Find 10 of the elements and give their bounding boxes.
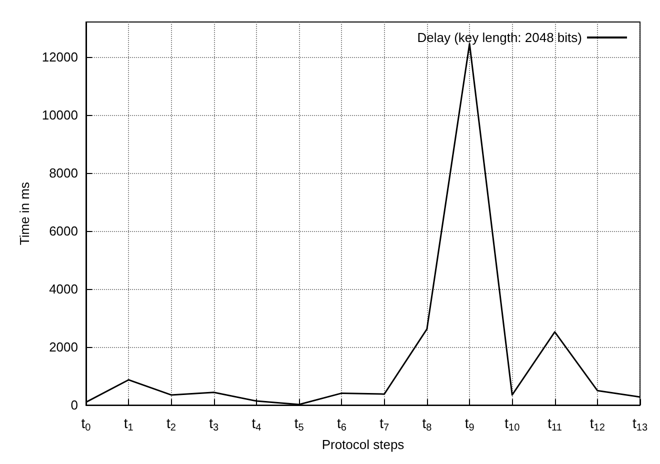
y-axis-title: Time in ms [16,182,32,246]
y-tick-label: 4000 [49,282,78,297]
y-tick-label: 8000 [49,165,78,180]
legend-label: Delay (key length: 2048 bits) [417,30,582,45]
y-tick-label: 2000 [49,340,78,355]
y-tick-label: 6000 [49,223,78,238]
y-tick-label: 10000 [42,107,78,122]
y-tick-label: 0 [70,398,78,413]
y-tick-label: 12000 [42,49,78,64]
x-axis-title: Protocol steps [322,437,405,452]
